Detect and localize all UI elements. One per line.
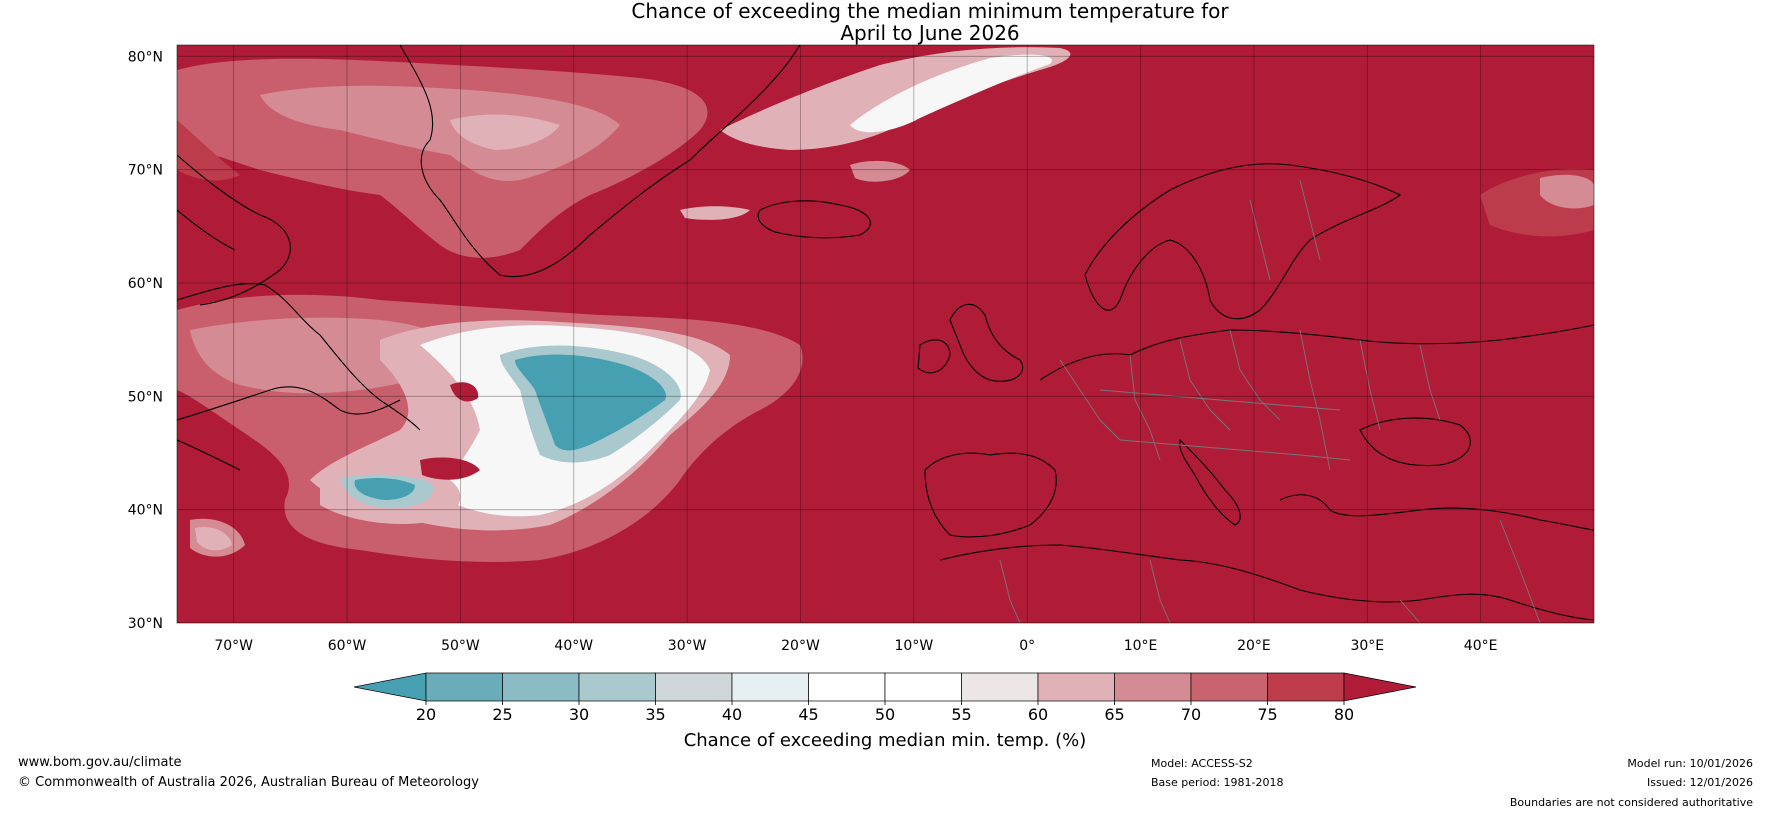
colorbar-tick-label: 55 xyxy=(951,705,971,724)
greenland-anomaly-region xyxy=(177,58,708,258)
footer-issued: Issued: 12/01/2026 xyxy=(1646,776,1753,789)
lat-label: 70°N xyxy=(128,163,163,179)
colorbar-tick-label: 20 xyxy=(416,705,436,724)
colorbar-extend-low xyxy=(353,672,427,702)
footer-model: Model: ACCESS-S2 xyxy=(1151,757,1253,770)
colorbar-tick-label: 50 xyxy=(875,705,895,724)
lon-label: 20°E xyxy=(1237,638,1271,654)
colorbar-segment xyxy=(1114,672,1192,702)
lon-label: 70°W xyxy=(214,638,253,654)
map-field xyxy=(177,45,1594,623)
colorbar: 20 25 30 35 40 45 50 55 60 65 70 75 80 Chance of exce… xyxy=(353,672,1417,751)
map-title-line1: Chance of exceeding the median minimum t… xyxy=(631,0,1229,23)
lon-label: 30°E xyxy=(1350,638,1384,654)
colorbar-tick-label: 35 xyxy=(645,705,665,724)
lat-label: 60°N xyxy=(128,276,163,292)
lon-label: 10°W xyxy=(895,638,934,654)
lon-label: 30°W xyxy=(668,638,707,654)
lat-label: 30°N xyxy=(128,616,163,632)
lat-label: 80°N xyxy=(128,49,163,65)
colorbar-extend-high xyxy=(1343,672,1417,702)
footer-copyright: © Commonwealth of Australia 2026, Austra… xyxy=(18,775,479,790)
colorbar-segment xyxy=(655,672,733,702)
footer-disclaimer: Boundaries are not considered authoritat… xyxy=(1509,796,1753,809)
colorbar-tick-label: 65 xyxy=(1104,705,1124,724)
arctic-streak-region xyxy=(680,47,1071,220)
colorbar-segment xyxy=(961,672,1039,702)
colorbar-tick-label: 70 xyxy=(1181,705,1201,724)
lon-label: 40°E xyxy=(1464,638,1498,654)
lon-label: 50°W xyxy=(441,638,480,654)
colorbar-label: Chance of exceeding median min. temp. (%… xyxy=(684,730,1087,751)
lon-label: 0° xyxy=(1019,638,1035,654)
colorbar-tick-label: 80 xyxy=(1334,705,1354,724)
colorbar-segment xyxy=(1267,672,1345,702)
lon-label: 60°W xyxy=(328,638,367,654)
colorbar-segment xyxy=(731,672,809,702)
north-atlantic-anomaly-region xyxy=(177,294,803,562)
footer-base-period: Base period: 1981-2018 xyxy=(1151,776,1284,789)
colorbar-tick-label: 45 xyxy=(798,705,818,724)
east-anomaly-inner xyxy=(1540,174,1594,209)
colorbar-segment xyxy=(1037,672,1115,702)
lon-label: 20°W xyxy=(781,638,820,654)
colorbar-segment xyxy=(884,672,962,702)
lat-label: 50°N xyxy=(128,389,163,405)
colorbar-segment xyxy=(502,672,580,702)
latitude-labels: 80°N 70°N 60°N 50°N 40°N 30°N xyxy=(128,49,163,632)
colorbar-tick-label: 25 xyxy=(492,705,512,724)
map-title-line2: April to June 2026 xyxy=(840,21,1020,45)
country-borders xyxy=(999,179,1541,623)
longitude-labels: 70°W 60°W 50°W 40°W 30°W 20°W 10°W 0° 10°E 20°E 30… xyxy=(214,638,1497,654)
colorbar-segment xyxy=(578,672,656,702)
colorbar-segment xyxy=(1190,672,1268,702)
lon-label: 40°W xyxy=(554,638,593,654)
colorbar-segment xyxy=(808,672,886,702)
lon-label: 10°E xyxy=(1124,638,1158,654)
colorbar-tick-label: 40 xyxy=(722,705,742,724)
colorbar-tick-label: 30 xyxy=(569,705,589,724)
colorbar-segment xyxy=(425,672,503,702)
colorbar-tick-label: 60 xyxy=(1028,705,1048,724)
map-frame xyxy=(176,44,1595,624)
colorbar-tick-label: 75 xyxy=(1257,705,1277,724)
lat-label: 40°N xyxy=(128,503,163,519)
footer-model-run: Model run: 10/01/2026 xyxy=(1627,757,1753,770)
map-gridlines xyxy=(177,45,1594,623)
footer-url: www.bom.gov.au/climate xyxy=(18,755,182,770)
